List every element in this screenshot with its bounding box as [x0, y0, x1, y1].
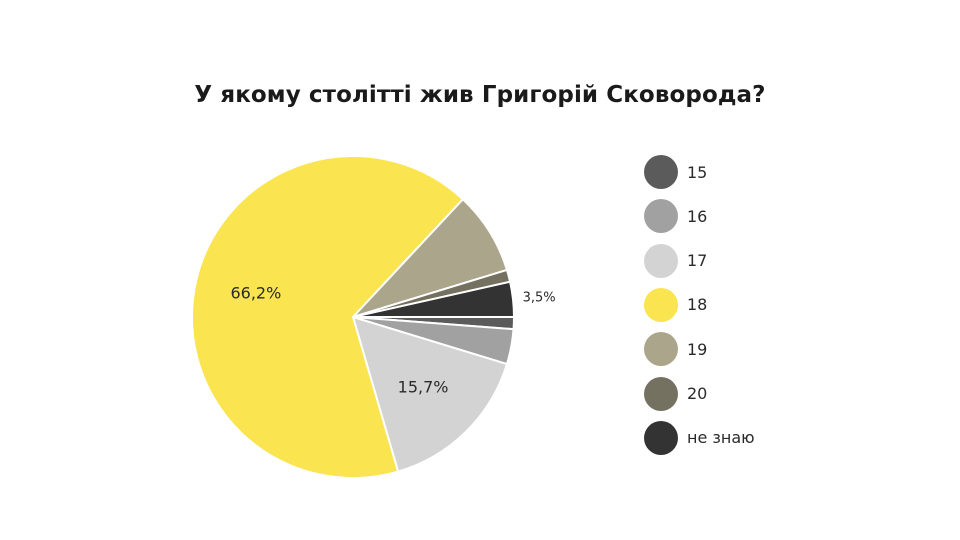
legend-item: 15	[644, 155, 707, 189]
pie-slices	[191, 155, 516, 479]
legend-item: 17	[644, 243, 708, 278]
pie-data-labels: 66,2% 15,7% 3,5%	[230, 283, 555, 396]
pie-slice-18	[191, 155, 464, 479]
legend-item: 20	[644, 376, 708, 411]
legend-item: 18	[644, 287, 708, 322]
legend-swatch	[644, 376, 678, 411]
legend-item: 16	[644, 199, 708, 234]
legend-label: 19	[687, 339, 708, 359]
legend-label: 20	[687, 384, 708, 403]
legend-item: 19	[644, 332, 708, 367]
pie-slice-не-знаю	[352, 280, 515, 318]
legend-label: 15	[687, 162, 708, 182]
data-label-не-знаю: 3,5%	[523, 291, 556, 306]
legend-label: не знаю	[687, 428, 755, 448]
legend-label: 17	[687, 251, 708, 271]
legend-swatch	[644, 155, 678, 189]
chart-title: У якому столітті жив Григорій Сковорода?	[194, 82, 766, 108]
legend-swatch	[644, 243, 678, 278]
legend-label: 18	[687, 295, 708, 315]
legend-label: 16	[687, 206, 708, 226]
data-label-17: 15,7%	[398, 378, 449, 397]
legend-swatch	[644, 199, 678, 234]
legend-swatch	[644, 332, 678, 367]
pie-slice-17	[352, 316, 508, 473]
legend-swatch	[644, 420, 678, 455]
legend-item: не знаю	[644, 420, 755, 455]
legend-swatch	[644, 287, 678, 322]
data-label-18: 66,2%	[230, 283, 281, 302]
